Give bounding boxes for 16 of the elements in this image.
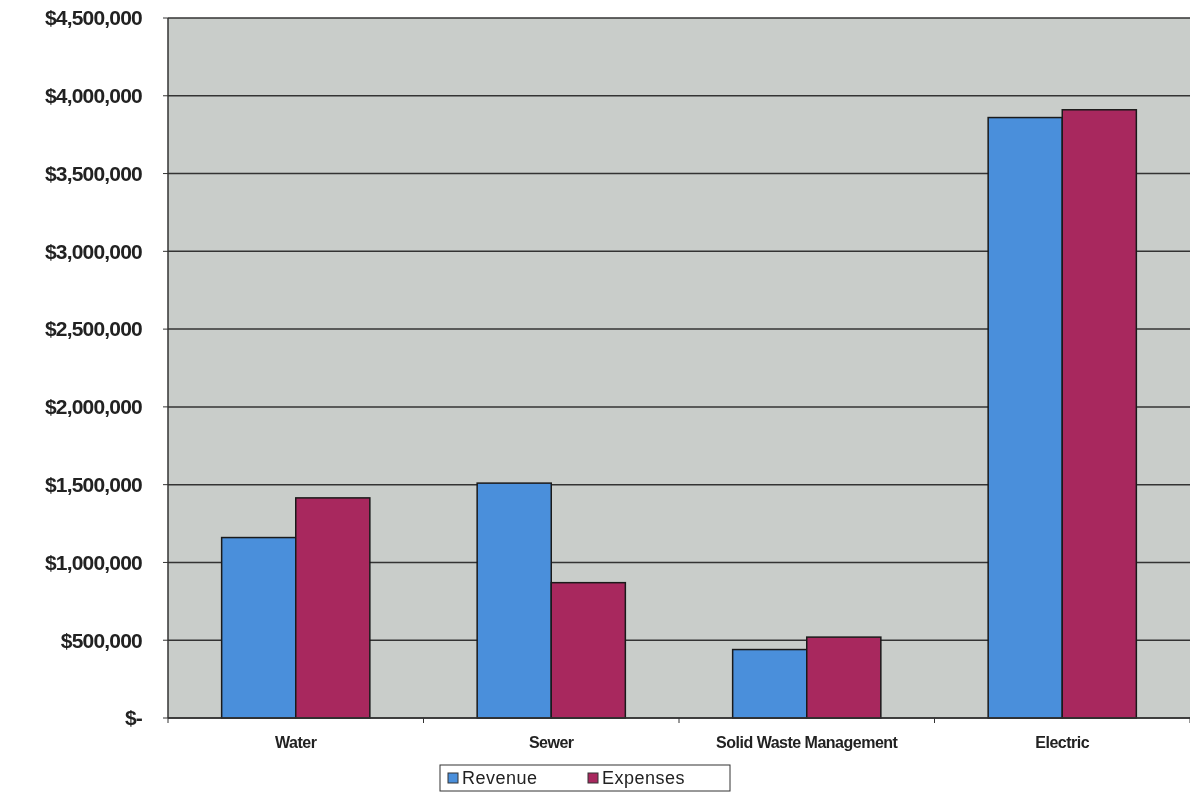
x-tick-label: Solid Waste Management (716, 734, 899, 751)
y-tick-label: $2,500,000 (44, 317, 143, 341)
y-tick-label: $1,500,000 (44, 473, 143, 497)
y-tick-label: $3,000,000 (44, 239, 143, 263)
y-tick-label: $2,000,000 (44, 395, 143, 419)
y-tick-label: $1,000,000 (44, 550, 143, 574)
y-tick-label: $- (124, 706, 143, 730)
x-tick-label: Sewer (528, 734, 574, 751)
legend-label: Revenue (462, 768, 538, 789)
x-tick-label: Electric (1035, 734, 1090, 751)
x-tick-label: Water (275, 734, 317, 751)
y-tick-label: $3,500,000 (44, 161, 143, 185)
legend-label: Expenses (602, 768, 686, 789)
y-tick-label: $4,500,000 (44, 6, 143, 30)
y-tick-label: $500,000 (60, 628, 143, 652)
y-tick-label: $4,000,000 (44, 84, 143, 108)
